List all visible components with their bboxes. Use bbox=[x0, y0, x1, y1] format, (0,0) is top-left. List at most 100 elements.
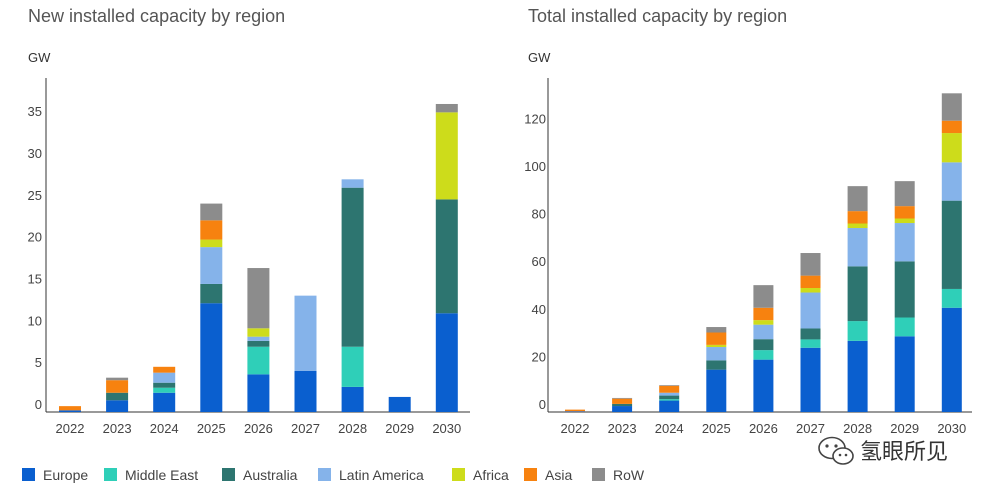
bar-africa-2029 bbox=[894, 218, 915, 224]
x-tick-label: 2026 bbox=[749, 421, 778, 436]
bar-asia-2023 bbox=[106, 380, 129, 393]
bar-europe-2027 bbox=[294, 370, 317, 412]
bar-australia-2023 bbox=[612, 403, 633, 407]
bar-row-2027 bbox=[800, 253, 821, 276]
bar-middle-east-2026 bbox=[247, 346, 270, 375]
x-tick-label: 2023 bbox=[103, 421, 132, 436]
bar-asia-2024 bbox=[153, 366, 176, 373]
y-tick-label: 80 bbox=[532, 207, 546, 222]
bar-row-2030 bbox=[435, 103, 458, 113]
bar-latin-america-2024 bbox=[659, 392, 680, 396]
y-tick-label: 35 bbox=[28, 104, 42, 119]
bar-asia-2028 bbox=[847, 211, 868, 224]
bar-australia-2025 bbox=[200, 283, 223, 304]
watermark-text: 氢眼所见 bbox=[860, 440, 948, 465]
new-capacity-y-unit: GW bbox=[28, 50, 51, 65]
x-tick-label: 2024 bbox=[150, 421, 179, 436]
x-tick-label: 2030 bbox=[937, 421, 966, 436]
bar-australia-2026 bbox=[753, 339, 774, 351]
bar-africa-2026 bbox=[247, 328, 270, 337]
bar-row-2023 bbox=[612, 397, 633, 399]
bar-europe-2030 bbox=[941, 307, 962, 412]
x-tick-label: 2028 bbox=[338, 421, 367, 436]
bar-middle-east-2024 bbox=[659, 399, 680, 401]
legend-label: Latin America bbox=[339, 467, 424, 483]
legend-swatch bbox=[104, 468, 117, 481]
y-tick-label: 40 bbox=[532, 302, 546, 317]
y-tick-label: 0 bbox=[539, 397, 546, 412]
y-tick-label: 25 bbox=[28, 188, 42, 203]
bar-australia-2025 bbox=[706, 360, 727, 370]
bar-latin-america-2029 bbox=[894, 223, 915, 262]
legend-item-asia: Asia bbox=[524, 467, 572, 483]
bar-asia-2024 bbox=[659, 385, 680, 393]
bar-europe-2026 bbox=[753, 359, 774, 412]
bar-europe-2026 bbox=[247, 374, 270, 412]
x-tick-label: 2030 bbox=[432, 421, 461, 436]
legend-swatch bbox=[592, 468, 605, 481]
bar-africa-2030 bbox=[435, 112, 458, 200]
y-tick-label: 15 bbox=[28, 271, 42, 286]
bar-australia-2027 bbox=[800, 328, 821, 340]
bar-australia-2024 bbox=[659, 395, 680, 400]
bar-row-2025 bbox=[706, 327, 727, 333]
bar-asia-2022 bbox=[59, 406, 81, 411]
bar-asia-2027 bbox=[800, 275, 821, 289]
bar-australia-2030 bbox=[435, 199, 458, 314]
total-capacity-y-unit: GW bbox=[528, 50, 551, 65]
legend-item-latin-america: Latin America bbox=[318, 467, 424, 483]
bar-africa-2030 bbox=[941, 133, 962, 163]
bar-middle-east-2027 bbox=[800, 339, 821, 348]
bar-latin-america-2026 bbox=[247, 336, 270, 341]
bar-australia-2029 bbox=[894, 261, 915, 318]
y-tick-label: 5 bbox=[35, 355, 42, 370]
y-tick-label: 20 bbox=[532, 349, 546, 364]
bar-asia-2026 bbox=[753, 307, 774, 321]
legend-swatch bbox=[318, 468, 331, 481]
bar-row-2029 bbox=[894, 181, 915, 207]
bar-latin-america-2025 bbox=[706, 347, 727, 361]
bar-europe-2028 bbox=[341, 386, 364, 412]
legend-swatch bbox=[524, 468, 537, 481]
y-tick-label: 20 bbox=[28, 230, 42, 245]
bar-middle-east-2030 bbox=[941, 288, 962, 308]
bar-row-2026 bbox=[247, 268, 270, 329]
total-capacity-chart: Total installed capacity by region GW 02… bbox=[524, 6, 972, 436]
bar-europe-2024 bbox=[659, 400, 680, 412]
bar-africa-2025 bbox=[200, 239, 223, 248]
legend-label: Australia bbox=[243, 467, 298, 483]
bar-row-2030 bbox=[941, 93, 962, 121]
bar-europe-2022 bbox=[565, 411, 585, 412]
bar-row-2028 bbox=[847, 186, 868, 212]
bar-asia-2030 bbox=[941, 120, 962, 134]
bar-africa-2026 bbox=[753, 320, 774, 325]
x-tick-label: 2024 bbox=[655, 421, 684, 436]
bar-latin-america-2026 bbox=[753, 324, 774, 340]
new-capacity-chart: New installed capacity by region GW 0 5 10… bbox=[28, 6, 470, 436]
bar-asia-2025 bbox=[200, 220, 223, 240]
y-tick-label: 100 bbox=[524, 159, 546, 174]
x-tick-label: 2022 bbox=[561, 421, 590, 436]
x-tick-label: 2025 bbox=[702, 421, 731, 436]
legend-label: Middle East bbox=[125, 467, 198, 483]
bar-australia-2028 bbox=[847, 266, 868, 322]
x-tick-label: 2022 bbox=[56, 421, 85, 436]
bar-asia-2023 bbox=[612, 398, 633, 404]
bar-australia-2028 bbox=[341, 187, 364, 347]
total-capacity-plot: 0 20 40 60 80 100 120 2022 2023 2024 2025 2026 2027 2… bbox=[524, 78, 972, 436]
bar-europe-2029 bbox=[894, 336, 915, 412]
bar-europe-2024 bbox=[153, 392, 176, 412]
watermark: 氢眼所见 bbox=[818, 436, 948, 465]
bar-latin-america-2025 bbox=[200, 247, 223, 284]
bar-latin-america-2027 bbox=[800, 292, 821, 329]
bar-asia-2029 bbox=[894, 206, 915, 219]
legend-label: Asia bbox=[545, 467, 572, 483]
chart-legend: Europe Middle East Australia Latin America A… bbox=[22, 467, 645, 483]
bar-latin-america-2030 bbox=[941, 162, 962, 201]
bar-latin-america-2027 bbox=[294, 295, 317, 371]
bar-middle-east-2028 bbox=[341, 346, 364, 387]
legend-label: RoW bbox=[613, 467, 645, 483]
bar-europe-2025 bbox=[706, 369, 727, 412]
x-tick-label: 2027 bbox=[796, 421, 825, 436]
bar-europe-2023 bbox=[612, 406, 633, 412]
